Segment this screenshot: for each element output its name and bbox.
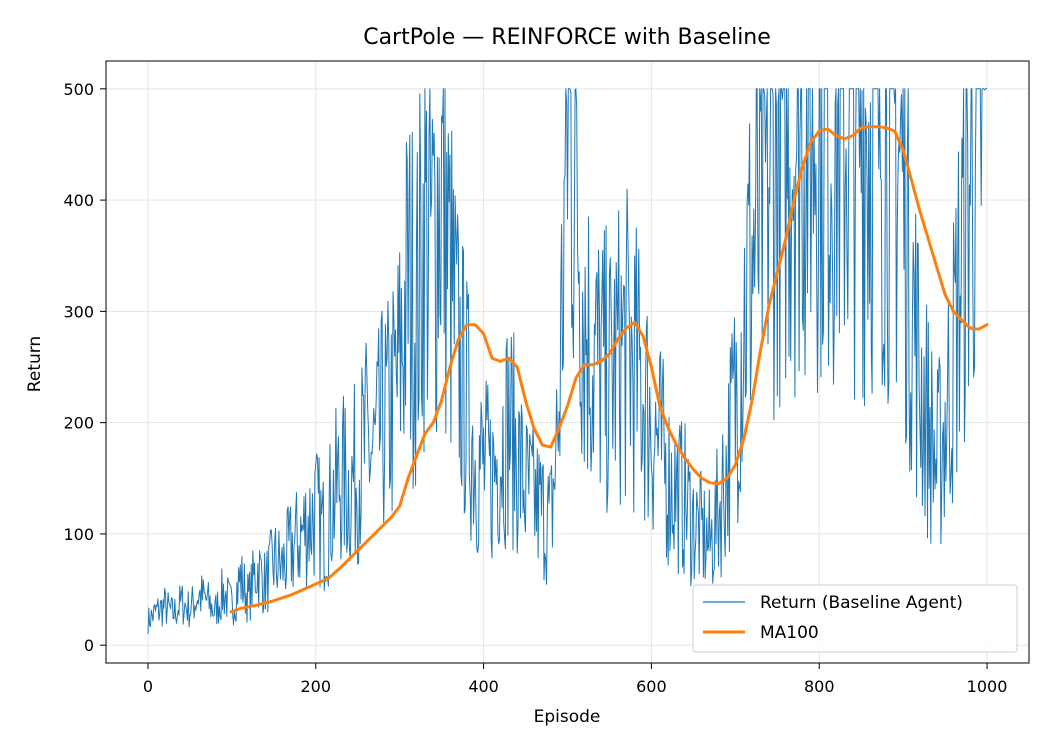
legend-box [692, 584, 1018, 653]
x-tick-label: 800 [804, 677, 835, 696]
ma-series [229, 125, 989, 614]
y-tick-label: 500 [63, 80, 94, 99]
y-ticks: 0 100 200 300 400 500 [63, 80, 106, 655]
raw-series [147, 88, 987, 635]
raw-return-line [147, 88, 987, 635]
x-tick-label: 1000 [967, 677, 1008, 696]
y-tick-label: 200 [63, 414, 94, 433]
plot-frame [105, 60, 1030, 664]
x-axis-label: Episode [534, 707, 601, 727]
y-tick-label: 0 [84, 636, 94, 655]
ma100-line [229, 125, 989, 614]
legend-label-ma: MA100 [760, 623, 819, 643]
x-tick-label: 400 [468, 677, 499, 696]
y-axis-label: Return [25, 336, 45, 392]
y-tick-label: 300 [63, 302, 94, 321]
chart-title: CartPole — REINFORCE with Baseline [363, 25, 771, 50]
legend-label-raw: Return (Baseline Agent) [760, 593, 963, 613]
x-ticks: 0 200 400 600 800 1000 [143, 663, 1008, 696]
y-tick-label: 400 [63, 191, 94, 210]
y-tick-label: 100 [63, 525, 94, 544]
x-tick-label: 0 [143, 677, 153, 696]
x-tick-label: 200 [300, 677, 331, 696]
legend: Return (Baseline Agent) MA100 [692, 584, 1018, 653]
x-tick-label: 600 [636, 677, 667, 696]
